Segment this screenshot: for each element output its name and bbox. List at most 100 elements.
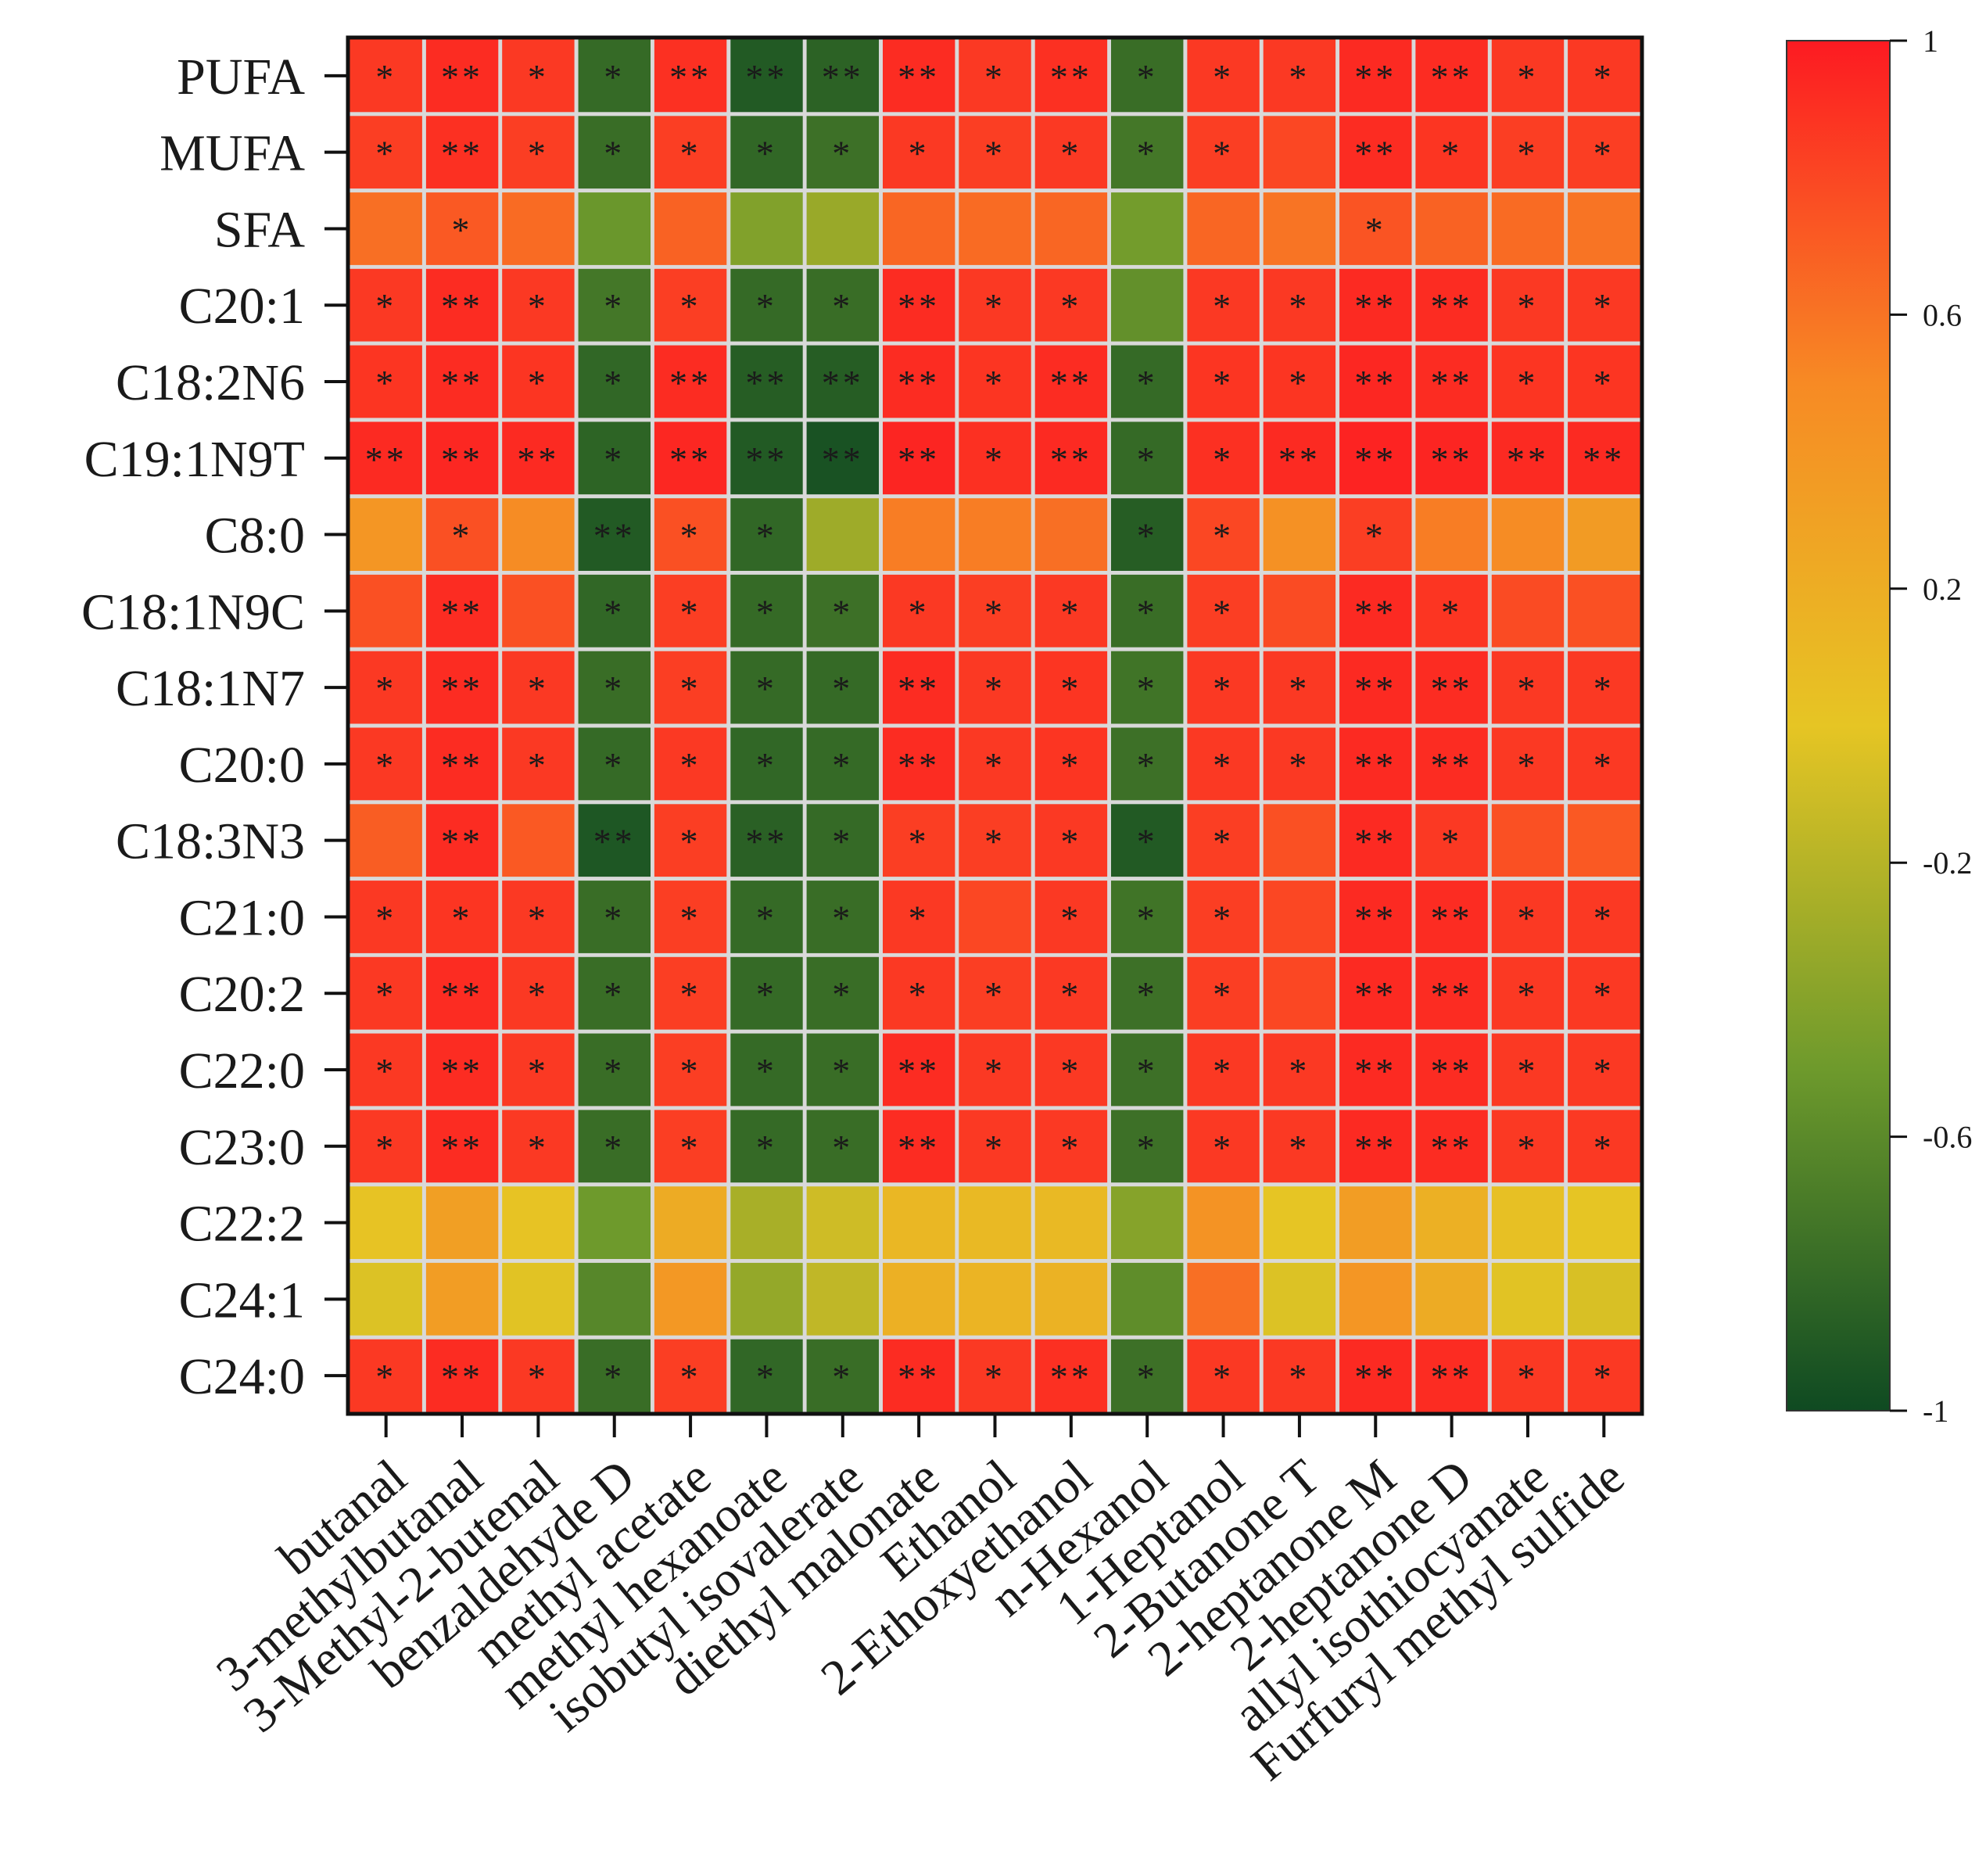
heatmap-cell (1339, 1033, 1412, 1107)
heatmap-cell (730, 345, 803, 418)
significance-marker: * (1289, 363, 1310, 403)
heatmap-cell (806, 881, 879, 953)
heatmap-cell (1187, 268, 1260, 342)
significance-marker: ** (1354, 1128, 1396, 1168)
heatmap-cell (425, 345, 499, 418)
heatmap-cell (502, 116, 575, 189)
heatmap-cell (1491, 268, 1565, 342)
significance-marker: * (1137, 898, 1158, 938)
heatmap-cell (1491, 345, 1565, 418)
significance-marker: * (452, 516, 473, 556)
heatmap-cell (425, 421, 499, 495)
significance-marker: ** (1354, 592, 1396, 632)
heatmap-cell (654, 1033, 727, 1107)
significance-marker: ** (441, 286, 483, 326)
heatmap-cell (806, 498, 879, 571)
heatmap-cell (1339, 1262, 1412, 1336)
heatmap-cell (730, 39, 803, 113)
significance-marker: * (528, 1128, 549, 1168)
heatmap-cell (502, 192, 575, 265)
significance-marker: * (528, 745, 549, 785)
heatmap-cell (1568, 956, 1640, 1030)
heatmap-cell (730, 881, 803, 953)
significance-marker: * (1137, 822, 1158, 862)
significance-marker: * (756, 745, 777, 785)
heatmap-cell (1339, 1339, 1412, 1412)
significance-marker: * (528, 974, 549, 1014)
heatmap-cell (730, 116, 803, 189)
heatmap-cell (654, 1110, 727, 1183)
heatmap-cell (1111, 268, 1184, 342)
significance-marker: * (528, 57, 549, 97)
heatmap-cell (806, 116, 879, 189)
heatmap-cell (1491, 881, 1565, 953)
significance-marker: * (1593, 1128, 1615, 1168)
heatmap-cell (1491, 651, 1565, 724)
heatmap-cell (425, 651, 499, 724)
significance-marker: ** (1354, 57, 1396, 97)
heatmap-cell (502, 881, 575, 953)
y-tick-label: C18:2N6 (116, 354, 305, 411)
heatmap-cell (1187, 1186, 1260, 1259)
heatmap-cell (1491, 727, 1565, 801)
heatmap-cell (1263, 116, 1336, 189)
heatmap-cell (502, 1262, 575, 1336)
significance-marker: ** (1431, 1357, 1473, 1397)
heatmap-cell (578, 39, 651, 113)
heatmap-cell (1339, 345, 1412, 418)
colorbar-tick-label: -0.6 (1923, 1120, 1972, 1155)
significance-marker: ** (1354, 974, 1396, 1014)
significance-marker: * (1137, 134, 1158, 174)
heatmap-cell (1491, 39, 1565, 113)
heatmap-cell (1187, 574, 1260, 647)
heatmap-cell (1111, 39, 1184, 113)
significance-marker: * (909, 592, 930, 632)
heatmap-background (348, 38, 1642, 1414)
heatmap-cell (959, 1033, 1031, 1107)
heatmap-cell (1034, 574, 1108, 647)
significance-marker: ** (1050, 57, 1092, 97)
heatmap-cell (350, 1110, 422, 1183)
heatmap-cell (1568, 651, 1640, 724)
heatmap-cell (1339, 804, 1412, 877)
heatmap-cell (883, 1033, 955, 1107)
y-axis: PUFA MUFA SFA C20:1 C18:2N6 C19:1N9T C8:0 C18:1… (81, 48, 348, 1405)
heatmap-cell (654, 804, 727, 877)
significance-marker: * (375, 134, 396, 174)
significance-marker: * (375, 669, 396, 708)
significance-marker: ** (898, 439, 940, 479)
heatmap-cell (1415, 498, 1488, 571)
heatmap-cell (1568, 881, 1640, 953)
heatmap-cell (883, 345, 955, 418)
significance-marker: * (1518, 669, 1539, 708)
significance-marker: * (832, 822, 853, 862)
heatmap-cell (959, 727, 1031, 801)
y-tick-label: C22:2 (179, 1196, 305, 1253)
heatmap-cell (1568, 727, 1640, 801)
significance-marker: * (1441, 822, 1462, 862)
heatmap-cell (959, 116, 1031, 189)
heatmap-cell (1187, 39, 1260, 113)
significance-marker: ** (898, 1051, 940, 1091)
significance-marker: * (452, 898, 473, 938)
y-tick-label: C18:1N7 (116, 660, 305, 717)
heatmap-cell (425, 804, 499, 877)
heatmap-cell (1263, 881, 1336, 953)
heatmap-cell (1111, 421, 1184, 495)
significance-marker: * (1213, 1357, 1234, 1397)
heatmap-cell (883, 421, 955, 495)
significance-marker: ** (1431, 363, 1473, 403)
significance-marker: * (604, 439, 625, 479)
heatmap-cell (1568, 116, 1640, 189)
significance-marker: ** (1431, 898, 1473, 938)
significance-marker: ** (1583, 439, 1625, 479)
significance-marker: * (1518, 134, 1539, 174)
heatmap-cell (1415, 804, 1488, 877)
significance-marker: * (680, 669, 701, 708)
significance-marker: * (1137, 1357, 1158, 1397)
significance-marker: * (1365, 210, 1386, 249)
y-tick-label: C18:3N3 (116, 813, 305, 870)
heatmap-cell (578, 268, 651, 342)
significance-marker: * (1289, 669, 1310, 708)
